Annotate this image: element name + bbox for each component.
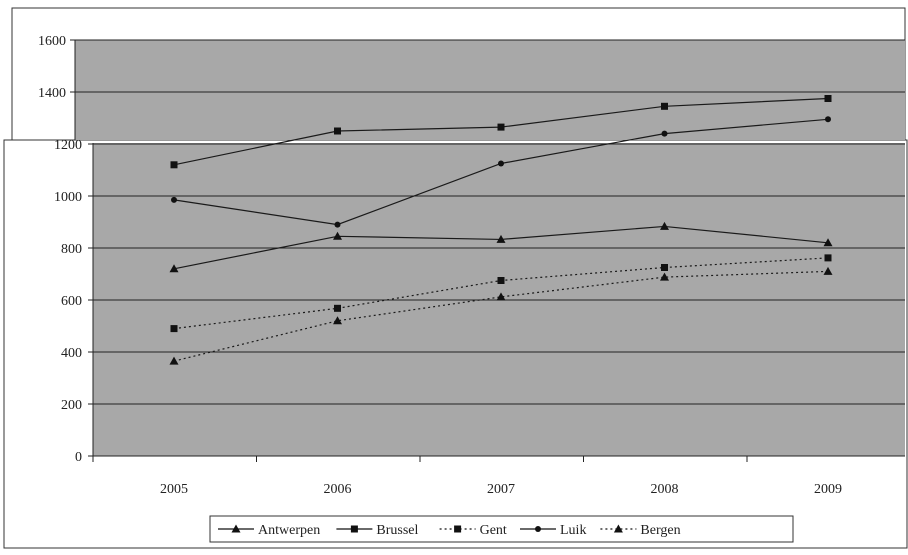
series-luik xyxy=(171,116,831,228)
data-point xyxy=(333,316,342,325)
x-tick-label: 2006 xyxy=(324,482,352,497)
axes xyxy=(70,39,905,462)
legend-label: Gent xyxy=(480,523,507,538)
x-tick-label: 2005 xyxy=(160,482,188,497)
y-tick-label: 1000 xyxy=(54,190,82,205)
legend-item: Brussel xyxy=(336,523,419,538)
data-point xyxy=(498,160,504,167)
y-tick-label: 1200 xyxy=(54,138,82,153)
data-point xyxy=(497,123,505,131)
data-point xyxy=(333,231,342,240)
y-tick-label: 0 xyxy=(75,450,82,465)
series-lines xyxy=(169,95,833,365)
data-point xyxy=(496,234,506,243)
data-point xyxy=(660,272,669,281)
data-point xyxy=(334,127,341,135)
series-brussel xyxy=(170,95,832,169)
data-point xyxy=(660,221,669,230)
series-bergen xyxy=(169,266,833,365)
legend-label: Antwerpen xyxy=(258,523,320,538)
legend: Antwerpen Brussel Gent Luik Bergen xyxy=(209,515,794,543)
series-gent xyxy=(170,254,832,333)
data-point xyxy=(169,356,179,365)
gridlines xyxy=(75,39,905,405)
x-tick-label: 2009 xyxy=(814,482,842,497)
legend-label: Brussel xyxy=(376,523,418,538)
data-point xyxy=(170,161,178,169)
data-point xyxy=(170,325,178,333)
x-tick-label: 2007 xyxy=(487,482,515,497)
data-point xyxy=(497,277,505,284)
data-point xyxy=(231,524,241,533)
y-tick-label: 600 xyxy=(61,294,82,309)
data-point xyxy=(454,525,462,533)
legend-label: Bergen xyxy=(640,523,680,538)
data-point xyxy=(824,95,832,102)
legend-label: Luik xyxy=(560,523,586,538)
legend-item: Antwerpen xyxy=(218,523,320,538)
data-point xyxy=(334,304,341,312)
data-point xyxy=(169,264,179,273)
data-point xyxy=(823,238,833,247)
data-point xyxy=(825,116,831,123)
data-point xyxy=(823,266,833,275)
data-point xyxy=(350,525,358,533)
tick-labels: 0 200 400 600 800 1000 1200 1400 1600 2005 2006 200… xyxy=(38,34,842,497)
data-point xyxy=(613,524,623,533)
data-point xyxy=(496,292,506,301)
data-point xyxy=(824,254,832,262)
data-point xyxy=(334,221,341,228)
data-point xyxy=(171,196,177,203)
plot-area-upper xyxy=(75,40,905,140)
y-tick-label: 200 xyxy=(61,398,82,413)
legend-box xyxy=(209,515,794,543)
data-point xyxy=(661,102,668,110)
y-tick-label: 400 xyxy=(61,346,82,361)
y-tick-label: 800 xyxy=(61,242,82,257)
y-tick-label: 1400 xyxy=(38,86,66,101)
data-point xyxy=(661,264,668,271)
legend-item: Gent xyxy=(439,523,507,538)
legend-item: Luik xyxy=(520,523,586,538)
x-tick-label: 2008 xyxy=(651,482,679,497)
legend-item: Bergen xyxy=(600,523,681,538)
y-tick-label: 1600 xyxy=(38,34,66,49)
data-point xyxy=(535,526,541,532)
series-antwerpen xyxy=(169,221,833,273)
data-point xyxy=(661,130,668,137)
